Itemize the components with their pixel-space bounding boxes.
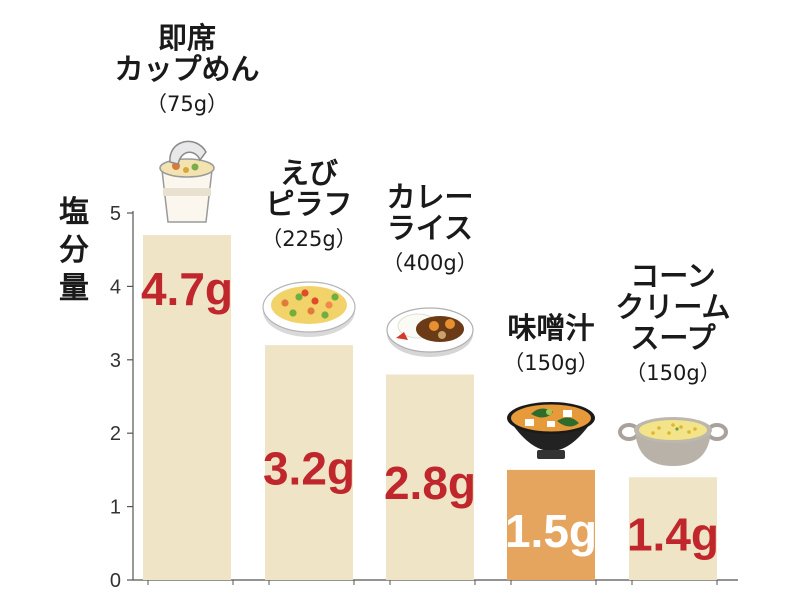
value-labels: 4.7g 3.2g 2.8g 1.5g 1.4g [141,263,719,561]
category-label: 味噌汁 [507,311,594,345]
bar [507,469,595,580]
food-icons [159,140,728,466]
miso-soup-icon [507,402,595,459]
category-label: ピラフ [265,187,352,221]
y-tick-label: 5 [110,203,121,225]
category-label: カレー [386,180,473,214]
portion-label: （75g） [146,92,228,116]
corn-soup-icon [618,417,728,466]
bar [629,477,717,580]
shrimp-pilaf-icon [262,281,356,337]
data-label: 4.7g [141,263,233,315]
y-tick-label: 3 [110,350,121,372]
y-tick-label: 2 [110,423,121,445]
data-label: 3.2g [263,443,355,495]
cup-noodle-icon [159,140,215,223]
y-tick-label: 4 [110,276,121,298]
portion-label: （150g） [503,351,598,375]
bar [386,374,474,580]
category-label: コーン [630,259,716,293]
y-axis-label: 塩分量 [59,195,89,306]
curry-rice-icon [386,307,474,357]
y-tick-label: 1 [110,497,121,519]
category-label: カップめん [114,52,259,86]
portion-label: （225g） [261,227,356,251]
portion-label: （400g） [382,251,477,275]
bar [265,345,353,580]
y-tick-label: 0 [110,570,121,592]
bar [143,235,231,580]
category-label: スープ [630,321,716,355]
portion-label: （150g） [625,361,720,385]
category-label: クリーム [615,290,730,324]
category-label: えび [280,156,338,190]
data-label: 1.5g [505,505,597,557]
category-label: 即席 [158,21,216,55]
bars [143,235,717,580]
category-label: ライス [387,211,473,245]
data-label: 2.8g [384,457,476,509]
data-label: 1.4g [627,509,719,561]
